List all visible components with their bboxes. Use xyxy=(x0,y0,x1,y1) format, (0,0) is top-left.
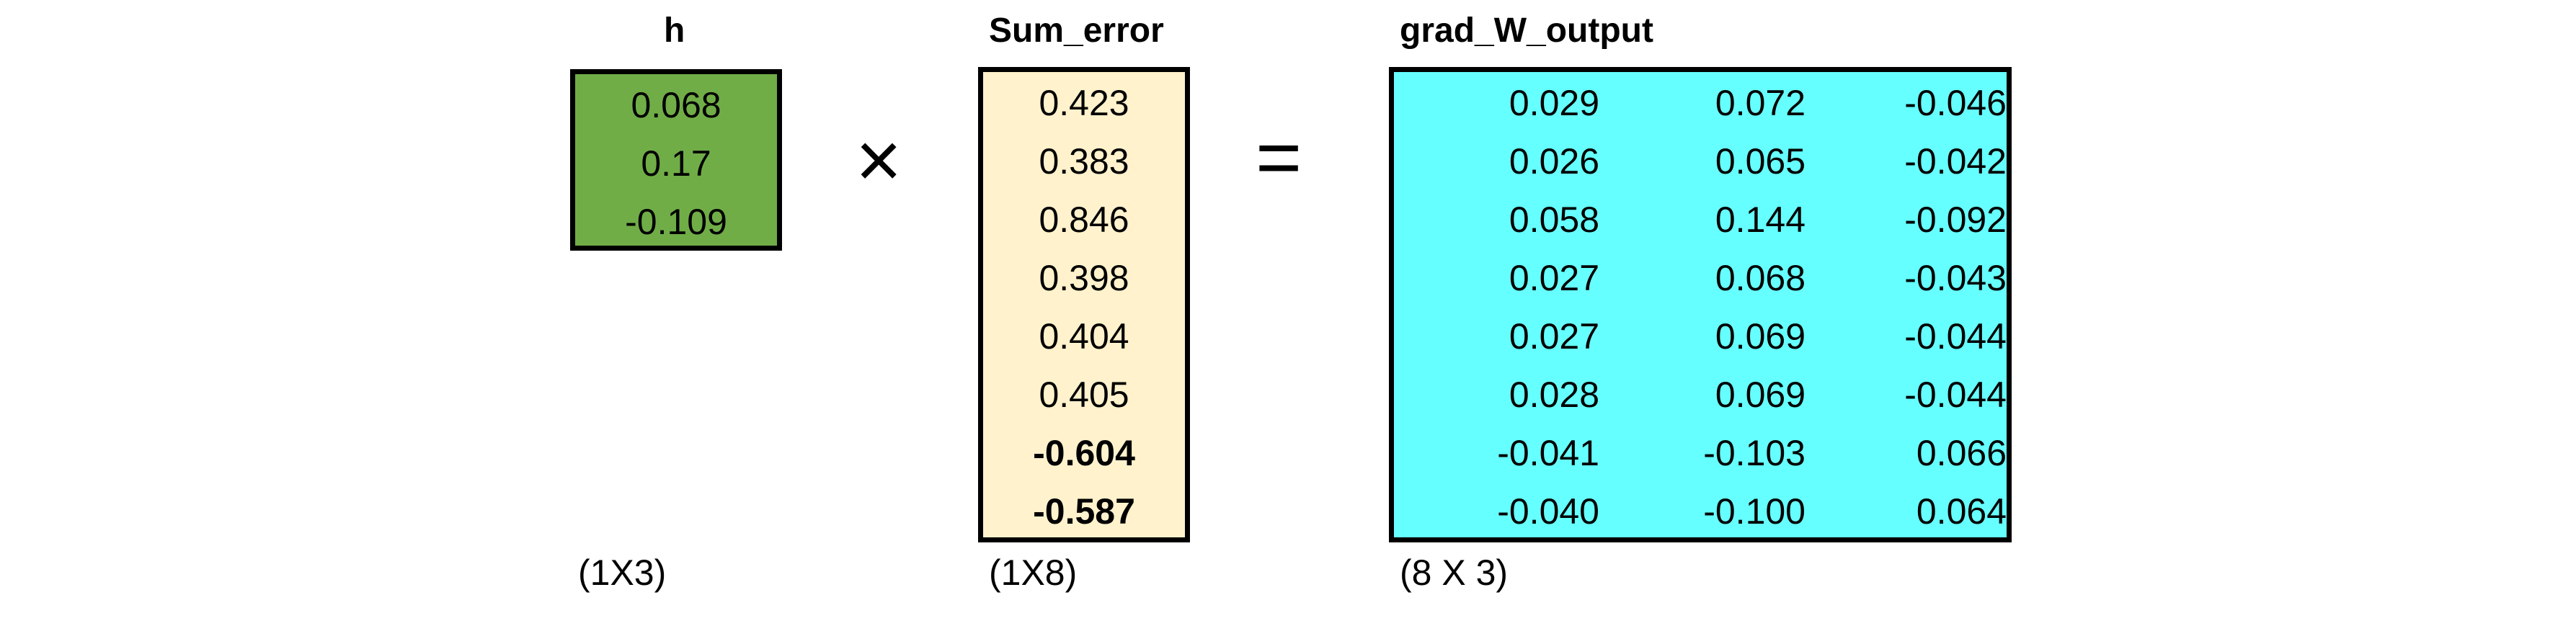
sum-error-cell: -0.587 xyxy=(1033,491,1135,532)
sum-error-cell: -0.604 xyxy=(1033,433,1135,473)
grad-w-output-cell: 0.026 xyxy=(1509,141,1599,182)
sum-error-cell: 0.423 xyxy=(1039,83,1129,123)
grad-w-output-cell: 0.069 xyxy=(1715,375,1806,415)
h-dims-label: (1X3) xyxy=(578,552,667,593)
grad-w-output-cell: -0.044 xyxy=(1904,375,2007,415)
sum-error-cell: 0.846 xyxy=(1039,200,1129,240)
sum-error-cell: 0.405 xyxy=(1039,375,1129,415)
grad-w-output-cell: 0.066 xyxy=(1916,433,2007,473)
sum-error-matrix: 0.423 0.383 0.846 0.398 0.404 0.405 -0.604 -0.5… xyxy=(978,67,1190,542)
grad-w-output-cell: -0.040 xyxy=(1497,491,1599,532)
h-title: h xyxy=(664,12,685,50)
sum-error-cell: 0.404 xyxy=(1039,316,1129,357)
grad-w-output-cell: 0.068 xyxy=(1715,258,1806,298)
grad-w-output-cell: 0.144 xyxy=(1715,200,1806,240)
grad-w-output-dims-label: (8 X 3) xyxy=(1400,552,1509,593)
grad-w-output-cell: 0.058 xyxy=(1509,200,1599,240)
grad-w-output-cell: -0.044 xyxy=(1904,316,2007,357)
grad-w-output-cell: 0.065 xyxy=(1715,141,1806,182)
grad-w-output-cell: 0.029 xyxy=(1509,83,1599,123)
grad-w-output-cell: 0.064 xyxy=(1916,491,2007,532)
equals-operator: = xyxy=(1256,113,1302,202)
h-matrix: 0.068 0.17 -0.109 xyxy=(570,69,782,251)
grad-w-output-cell: -0.041 xyxy=(1497,433,1599,473)
grad-w-output-cell: -0.092 xyxy=(1904,200,2007,240)
h-cell: 0.068 xyxy=(631,85,721,125)
grad-w-output-cell: -0.103 xyxy=(1703,433,1806,473)
grad-w-output-cell: 0.027 xyxy=(1509,258,1599,298)
h-cell: 0.17 xyxy=(641,143,711,184)
sum-error-cell: 0.383 xyxy=(1039,141,1129,182)
h-cell: -0.109 xyxy=(625,202,727,242)
grad-w-output-cell: -0.046 xyxy=(1904,83,2007,123)
grad-w-output-cell: 0.072 xyxy=(1715,83,1806,123)
multiply-operator: × xyxy=(856,116,902,205)
sum-error-dims-label: (1X8) xyxy=(989,552,1078,593)
sum-error-cell: 0.398 xyxy=(1039,258,1129,298)
sum-error-title: Sum_error xyxy=(989,12,1164,50)
grad-w-output-cell: -0.043 xyxy=(1904,258,2007,298)
grad-w-output-matrix: 0.029 0.072 -0.046 0.026 0.065 -0.042 0.058 0.1… xyxy=(1389,67,2012,542)
grad-w-output-cell: 0.069 xyxy=(1715,316,1806,357)
grad-w-output-cell: -0.042 xyxy=(1904,141,2007,182)
grad-w-output-cell: 0.027 xyxy=(1509,316,1599,357)
grad-w-output-cell: 0.028 xyxy=(1509,375,1599,415)
grad-w-output-title: grad_W_output xyxy=(1400,12,1653,50)
grad-w-output-cell: -0.100 xyxy=(1703,491,1806,532)
